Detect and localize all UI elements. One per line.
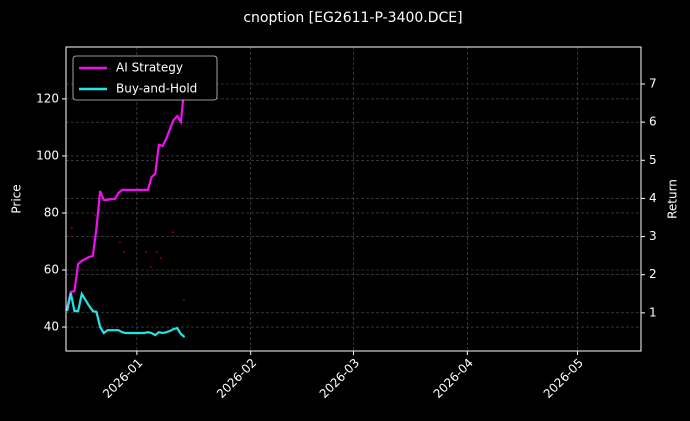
x-tick-label: 2026-04: [431, 356, 476, 401]
series-line: [66, 84, 186, 309]
trade-point: [145, 251, 148, 254]
legend-box: [72, 55, 218, 101]
trade-point: [182, 298, 185, 301]
y2-tick-label: 6: [649, 115, 657, 129]
trade-point: [118, 241, 121, 244]
y2-tick-label: 2: [649, 267, 657, 281]
y2-tick-label: 1: [649, 305, 657, 319]
x-tick-label: 2026-05: [541, 356, 586, 401]
x-tick-label: 2026-01: [100, 356, 145, 401]
chart-title: cnoption [EG2611-P-3400.DCE]: [243, 10, 462, 26]
trade-point: [159, 257, 162, 260]
y-tick-label: 80: [44, 205, 59, 219]
legend-label: AI Strategy: [116, 61, 183, 75]
y-tick-label: 100: [36, 148, 59, 162]
trade-point: [94, 213, 97, 216]
y2-tick-label: 5: [649, 153, 657, 167]
trade-point: [171, 231, 174, 234]
y-tick-label: 60: [44, 263, 59, 277]
y2-tick-label: 3: [649, 229, 657, 243]
trade-point: [70, 227, 73, 230]
y2-axis-label: Return: [666, 179, 680, 219]
series-line: [66, 291, 186, 338]
y2-tick-label: 7: [649, 76, 657, 90]
trade-point: [149, 265, 152, 268]
trade-point: [123, 251, 126, 254]
y-tick-label: 40: [44, 320, 59, 334]
legend-label: Buy-and-Hold: [116, 82, 197, 96]
y-axis-label: Price: [10, 184, 24, 213]
x-tick-label: 2026-02: [214, 356, 259, 401]
y2-tick-label: 4: [649, 191, 657, 205]
x-tick-label: 2026-03: [317, 356, 362, 401]
trade-point: [155, 251, 158, 254]
y-tick-label: 120: [36, 91, 59, 105]
plot-frame: [65, 46, 642, 352]
